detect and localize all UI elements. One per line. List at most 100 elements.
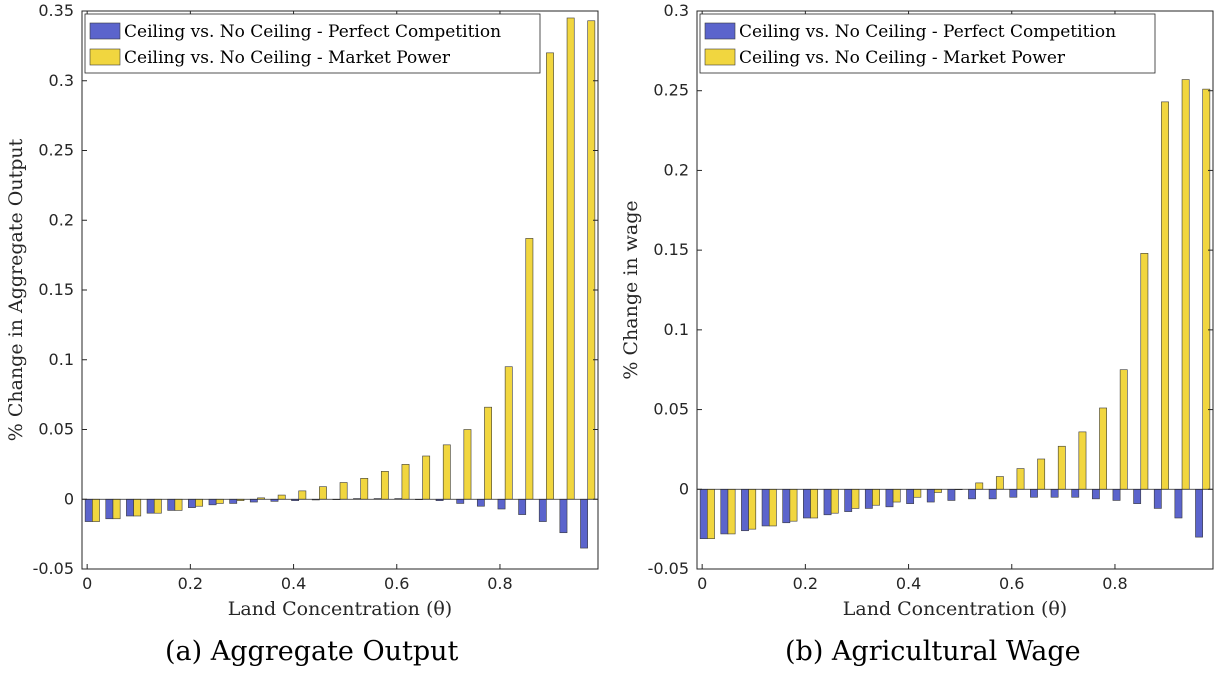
bar-market-power	[1099, 407, 1107, 490]
bar-perfect-competition	[146, 498, 155, 514]
y-tick-label: 0.3	[49, 71, 74, 90]
y-tick-label: 0.15	[38, 280, 74, 299]
y-tick-label: 0.2	[49, 210, 74, 229]
bar-perfect-competition	[476, 498, 485, 507]
x-axis-title: Land Concentration (θ)	[843, 598, 1067, 620]
y-tick-label: 0.05	[653, 400, 689, 419]
bar-perfect-competition	[1153, 488, 1162, 509]
x-tick-label: 0.6	[999, 574, 1024, 593]
bar-perfect-competition	[968, 488, 976, 500]
bar-perfect-competition	[988, 488, 997, 500]
bar-market-power	[1057, 445, 1066, 490]
caption-agricultural-wage: (b) Agricultural Wage	[785, 636, 1081, 667]
y-tick-label: 0.3	[664, 1, 689, 20]
bar-market-power	[360, 478, 369, 500]
x-tick-label: 0.2	[793, 574, 818, 593]
bar-market-power	[277, 494, 286, 500]
bar-perfect-competition	[1091, 488, 1100, 500]
bar-market-power	[339, 482, 348, 500]
bar-market-power	[727, 488, 736, 535]
agricultural-wage-chart: -0.05 0 0.05 0.1 0.15 0.2 0.25 0.3 0 0.2 0.4 0.6 0.8…	[620, 1, 1214, 620]
bar-market-power	[546, 52, 554, 500]
bar-market-power	[830, 488, 839, 514]
bar-market-power	[851, 488, 860, 509]
legend-label: Ceiling vs. No Ceiling - Perfect Competi…	[739, 22, 1116, 42]
bar-market-power	[1016, 468, 1025, 490]
bar-market-power	[1140, 253, 1149, 490]
bar-perfect-competition	[803, 488, 811, 519]
bar-perfect-competition	[947, 488, 956, 501]
bar-perfect-competition	[1133, 488, 1142, 504]
bar-market-power	[1037, 458, 1046, 490]
bar-market-power	[995, 476, 1004, 490]
bar-perfect-competition	[885, 488, 894, 508]
y-tick-label: 0.25	[653, 81, 689, 100]
bar-perfect-competition	[84, 498, 93, 522]
bar-market-power	[789, 488, 798, 522]
x-tick-label: 0.8	[487, 574, 512, 593]
legend-box	[699, 13, 1156, 74]
bar-market-power	[587, 20, 596, 500]
bar-perfect-competition	[559, 498, 568, 534]
bar-market-power	[298, 490, 307, 500]
bar-perfect-competition	[1195, 488, 1203, 538]
bar-perfect-competition	[229, 498, 238, 504]
y-tick-label: -0.05	[648, 559, 689, 578]
bar-market-power	[1181, 79, 1190, 490]
legend-swatch-market-power	[89, 48, 121, 66]
x-tick-label: 0.4	[281, 574, 306, 593]
bar-market-power	[1119, 369, 1128, 490]
bar-perfect-competition	[1071, 488, 1080, 498]
y-axis-title: % Change in wage	[620, 200, 642, 379]
bar-market-power	[1161, 101, 1169, 490]
bar-perfect-competition	[126, 498, 134, 517]
bar-market-power	[525, 238, 534, 500]
axes-box	[696, 10, 1214, 570]
bar-perfect-competition	[1009, 488, 1018, 498]
bar-perfect-competition	[906, 488, 915, 504]
bar-perfect-competition	[720, 488, 729, 535]
caption-aggregate-output: (a) Aggregate Output	[165, 636, 459, 667]
legend: Ceiling vs. No Ceiling - Perfect Competi…	[84, 13, 541, 74]
bar-market-power	[463, 429, 472, 500]
bar-market-power	[1202, 88, 1211, 490]
y-tick-label: 0.2	[664, 160, 689, 179]
bar-market-power	[380, 471, 389, 500]
bar-perfect-competition	[864, 488, 873, 509]
bar-perfect-competition	[518, 498, 527, 515]
bar-perfect-competition	[761, 488, 770, 527]
bar-market-power	[748, 488, 757, 530]
y-tick-label: 0.1	[664, 320, 689, 339]
y-tick-label: 0.05	[38, 420, 74, 439]
bar-perfect-competition	[741, 488, 749, 532]
legend-swatch-perfect-competition	[704, 22, 736, 40]
x-tick-label: 0.6	[384, 574, 409, 593]
bar-market-power	[195, 498, 204, 507]
legend-label: Ceiling vs. No Ceiling - Market Power	[124, 48, 451, 68]
bar-perfect-competition	[844, 488, 853, 512]
bar-market-power	[892, 488, 901, 503]
bar-perfect-competition	[823, 488, 832, 516]
bar-market-power	[707, 488, 715, 540]
x-tick-label: 0.8	[1102, 574, 1127, 593]
bar-market-power	[484, 406, 492, 500]
bar-perfect-competition	[188, 498, 196, 508]
bar-market-power	[422, 455, 431, 500]
bar-market-power	[92, 498, 100, 522]
y-tick-label: 0	[679, 479, 689, 498]
legend-swatch-market-power	[704, 48, 736, 66]
bar-market-power	[504, 366, 513, 500]
bar-market-power	[913, 488, 922, 498]
y-tick-label: 0.15	[653, 240, 689, 259]
bar-market-power	[872, 488, 880, 506]
bar-perfect-competition	[538, 498, 547, 522]
bar-perfect-competition	[1050, 488, 1059, 498]
y-tick-label: 0.1	[49, 350, 74, 369]
bar-market-power	[768, 488, 777, 527]
bar-market-power	[174, 498, 183, 511]
bar-perfect-competition	[1174, 488, 1183, 519]
bar-market-power	[934, 488, 942, 493]
y-axis-title: % Change in Aggregate Output	[5, 138, 27, 441]
x-axis-title: Land Concentration (θ)	[228, 598, 452, 620]
x-tick-label: 0.4	[896, 574, 921, 593]
